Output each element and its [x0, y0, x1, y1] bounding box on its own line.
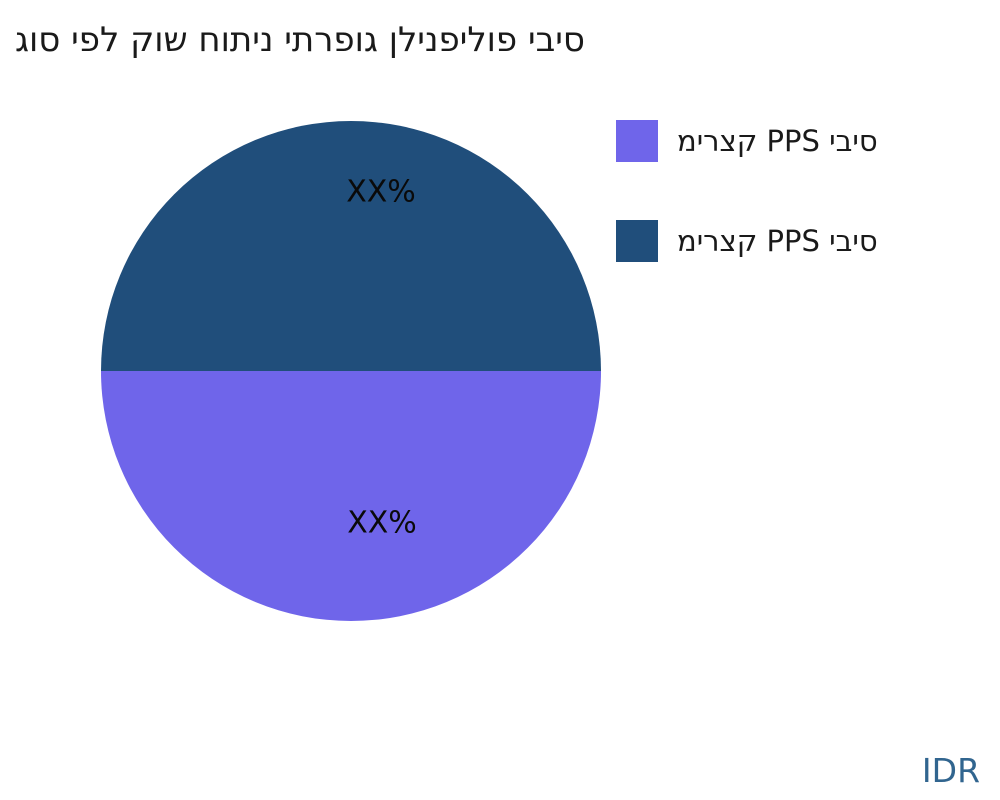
- legend-item: מירצק PPS יביס: [616, 120, 878, 162]
- pie-slice-bottom: [101, 371, 601, 621]
- currency-watermark: IDR: [921, 751, 980, 790]
- legend-item: מירצק PPS יביס: [616, 220, 878, 262]
- legend: מירצק PPS יביס מירצק PPS יביס: [616, 120, 878, 320]
- chart-title: גוס יפל קוש חותינ יתרפוג ןלינפילופ יביס: [15, 20, 585, 60]
- legend-item-label: מירצק PPS יביס: [677, 124, 878, 158]
- legend-swatch-navy: [616, 220, 658, 262]
- legend-swatch-purple: [616, 120, 658, 162]
- legend-item-label: מירצק PPS יביס: [677, 224, 878, 258]
- pie-value-label-top: XX%: [346, 174, 416, 210]
- pie-value-label-bottom: XX%: [347, 505, 417, 541]
- pie-chart: [101, 121, 601, 621]
- pie-slice-top: [101, 121, 601, 371]
